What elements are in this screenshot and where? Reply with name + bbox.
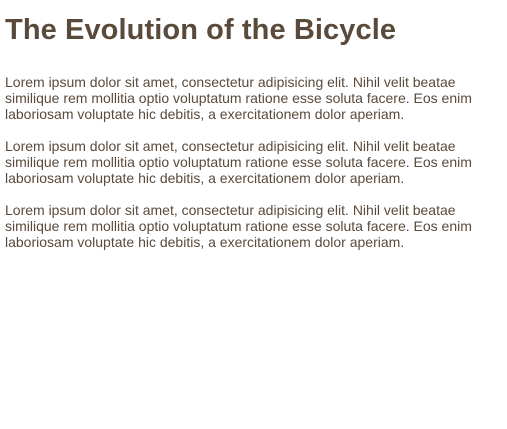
article-paragraph-3: Lorem ipsum dolor sit amet, consectetur … (5, 202, 472, 250)
article-paragraph-2: Lorem ipsum dolor sit amet, consectetur … (5, 138, 472, 186)
page-title: The Evolution of the Bicycle (5, 14, 397, 46)
article-paragraph-1: Lorem ipsum dolor sit amet, consectetur … (5, 74, 472, 122)
